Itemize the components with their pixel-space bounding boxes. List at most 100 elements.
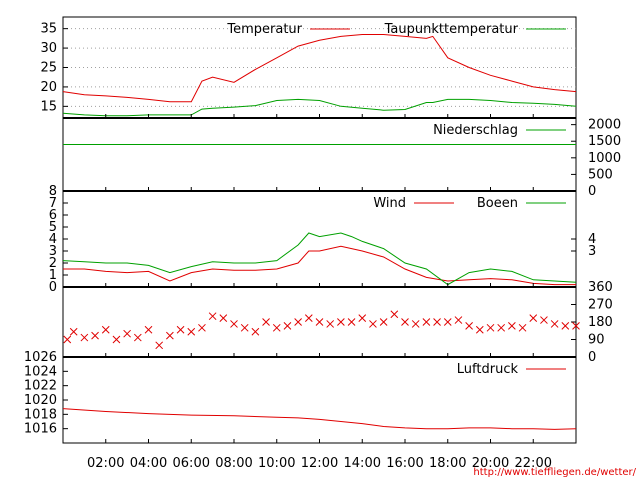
- direction-point: [475, 325, 484, 334]
- direction-point: [529, 314, 538, 322]
- y-tick-label-right: 500: [588, 167, 613, 182]
- direction-point: [208, 312, 217, 321]
- x-tick-label: 20:00: [472, 456, 509, 471]
- y-tick-label: 4: [49, 232, 57, 247]
- direction-point: [69, 327, 78, 336]
- series-line-boeen: [62, 232, 577, 286]
- legend-label: Taupunkttemperatur: [384, 22, 519, 37]
- x-tick-label: 10:00: [258, 456, 295, 471]
- y-tick-label: 1020: [24, 393, 57, 408]
- y-tick-label: 1024: [24, 364, 57, 379]
- direction-point: [411, 320, 420, 328]
- direction-point: [272, 323, 281, 332]
- direction-point: [144, 325, 153, 334]
- direction-point: [454, 316, 463, 324]
- direction-point: [80, 333, 89, 342]
- x-tick-label: 14:00: [344, 456, 381, 471]
- y-tick-label-right: 1500: [588, 134, 621, 149]
- y-tick-label: 35: [40, 22, 57, 37]
- y-tick-label-right: 0: [588, 350, 596, 365]
- direction-point: [63, 335, 72, 344]
- direction-point: [422, 318, 431, 326]
- legend-label: Wind: [373, 196, 406, 211]
- direction-point: [358, 314, 367, 322]
- series-line-luftdruck: [62, 408, 577, 430]
- direction-point: [347, 318, 356, 326]
- x-tick-label: 06:00: [173, 456, 210, 471]
- panel-4: [62, 356, 577, 443]
- direction-point: [304, 314, 313, 322]
- y-tick-label-right: 2000: [588, 118, 621, 133]
- y-tick-label: 8: [49, 184, 57, 199]
- direction-point: [433, 318, 441, 326]
- y-tick-label-right: 3: [588, 244, 596, 259]
- y-tick-label: 2: [49, 256, 57, 271]
- x-tick-label: 02:00: [87, 456, 124, 471]
- x-tick-label: 22:00: [515, 456, 552, 471]
- direction-point: [379, 318, 388, 326]
- x-tick-label: 12:00: [301, 456, 338, 471]
- direction-point: [101, 325, 110, 334]
- legend-label: Temperatur: [226, 22, 302, 37]
- y-tick-label: 25: [40, 61, 57, 76]
- y-tick-label: 7: [49, 196, 57, 211]
- y-tick-label: 15: [40, 99, 57, 114]
- y-tick-label: 1022: [24, 379, 57, 394]
- x-tick-label: 18:00: [429, 456, 466, 471]
- x-tick-label: 04:00: [130, 456, 167, 471]
- y-tick-label-right: 90: [588, 333, 605, 348]
- y-tick-label: 20: [40, 80, 57, 95]
- direction-point: [187, 327, 196, 336]
- direction-point: [550, 320, 559, 328]
- y-tick-label: 1018: [24, 407, 57, 422]
- y-tick-label: 1026: [24, 350, 57, 365]
- direction-point: [315, 318, 324, 326]
- legend-label: Niederschlag: [433, 123, 518, 138]
- direction-point: [133, 333, 142, 342]
- direction-point: [443, 318, 452, 326]
- direction-point: [337, 318, 345, 326]
- direction-point: [465, 322, 473, 330]
- direction-point: [230, 320, 238, 328]
- series-line-temperatur: [62, 34, 577, 103]
- direction-point: [123, 329, 131, 338]
- direction-point: [486, 323, 495, 332]
- y-tick-label-right: 180: [588, 315, 613, 330]
- direction-point: [369, 320, 377, 328]
- y-tick-label-right: 4: [588, 232, 596, 247]
- y-tick-label: 30: [40, 41, 57, 56]
- direction-point: [561, 322, 570, 330]
- y-tick-label-right: 360: [588, 280, 613, 295]
- y-tick-label: 5: [49, 220, 57, 235]
- y-tick-label: 6: [49, 208, 57, 223]
- direction-point: [518, 323, 527, 332]
- y-tick-label: 1016: [24, 422, 57, 437]
- y-tick-label-right: 0: [588, 184, 596, 199]
- footer-url: http://www.tiefflieg​en.de/wetter/: [473, 467, 636, 478]
- y-tick-label-right: 270: [588, 298, 613, 313]
- panel-0: [62, 28, 577, 118]
- plot-frame: [62, 16, 577, 444]
- direction-point: [198, 323, 206, 332]
- y-tick-label: 3: [49, 244, 57, 259]
- series-line-wind: [63, 245, 576, 286]
- direction-point: [497, 323, 506, 332]
- direction-point: [240, 323, 249, 332]
- direction-point: [294, 318, 302, 326]
- direction-point: [540, 316, 548, 324]
- direction-point: [390, 310, 399, 319]
- legend-label: Boeen: [477, 196, 518, 211]
- panel-2: [62, 190, 577, 288]
- direction-point: [508, 322, 516, 330]
- legend-label: Luftdruck: [457, 362, 519, 377]
- panel-3: [63, 286, 580, 358]
- direction-point: [262, 318, 270, 326]
- direction-point: [166, 331, 174, 340]
- x-tick-label: 16:00: [386, 456, 423, 471]
- direction-point: [326, 320, 335, 328]
- direction-point: [176, 325, 185, 334]
- direction-point: [572, 322, 580, 330]
- series-line-taupunkttemperatur: [62, 98, 577, 117]
- direction-point: [112, 335, 121, 344]
